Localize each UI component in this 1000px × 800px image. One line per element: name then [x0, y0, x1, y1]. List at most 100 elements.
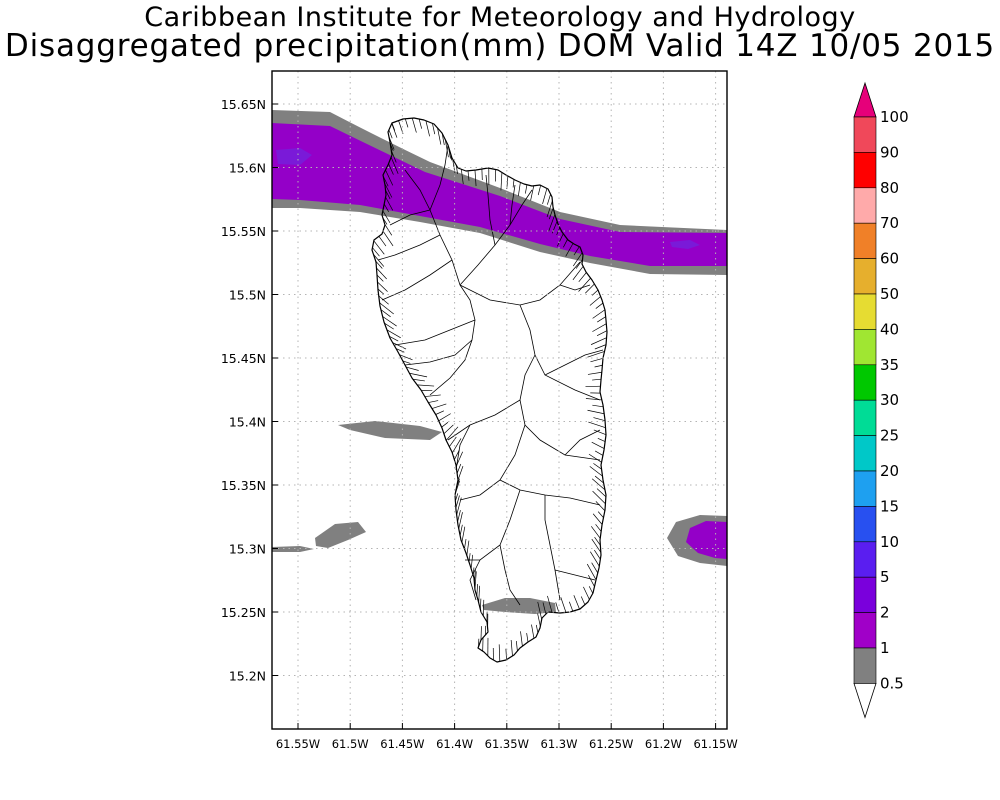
coastal-stream — [560, 597, 567, 613]
coastal-stream — [586, 563, 597, 580]
coastal-stream — [406, 366, 419, 371]
coastal-stream — [452, 438, 462, 454]
coastal-stream — [399, 354, 413, 361]
coastal-stream — [447, 145, 451, 159]
coastal-stream — [596, 488, 607, 498]
coastal-stream — [595, 524, 602, 532]
coastal-stream — [589, 296, 601, 306]
coastal-stream — [537, 613, 541, 627]
coastal-stream — [409, 372, 428, 378]
coastal-stream — [428, 400, 439, 403]
colorbar-label: 5 — [880, 568, 890, 586]
lat-tick-label: 15.35N — [221, 478, 266, 493]
coastal-stream — [530, 185, 535, 201]
coastal-stream — [593, 429, 607, 435]
map-subtitle: Disaggregated precipitation(mm) DOM Vali… — [4, 28, 996, 64]
coastal-stream — [460, 169, 464, 185]
coastal-stream — [437, 127, 442, 145]
coastal-stream — [476, 584, 478, 597]
coastal-stream — [441, 422, 449, 428]
coastal-stream — [510, 639, 513, 656]
coastal-stream — [590, 337, 607, 345]
colorbar-label: 10 — [880, 533, 899, 551]
coastal-stream — [454, 480, 460, 495]
coastal-stream — [390, 150, 397, 163]
coastal-stream — [391, 123, 398, 138]
lon-tick-label: 61.3W — [541, 737, 578, 751]
coastal-stream — [478, 585, 480, 603]
coastal-stream — [449, 436, 457, 447]
coastal-stream — [594, 344, 607, 350]
colorbar-label: 25 — [880, 427, 899, 445]
coastal-stream — [548, 207, 554, 220]
coastal-stream — [388, 129, 393, 139]
coastal-stream — [480, 626, 482, 641]
coastal-stream — [435, 410, 445, 415]
coastal-stream — [404, 118, 409, 128]
coastal-stream — [592, 378, 602, 381]
coastal-stream — [500, 172, 503, 191]
coastal-stream — [385, 190, 391, 200]
colorbar-segment — [853, 222, 877, 259]
colorbar-segment — [853, 187, 877, 224]
coastal-stream — [380, 309, 391, 318]
colorbar-segment — [853, 435, 877, 472]
coastal-stream — [589, 466, 603, 477]
coastal-stream — [375, 260, 383, 269]
precipitation-colorbar: 100 90 80 70 60 50 40 35 30 25 20 15 10 5 2 1 0.5 — [853, 81, 909, 719]
coastal-stream — [572, 252, 583, 267]
coastal-stream — [457, 510, 461, 522]
coastal-stream — [588, 453, 602, 463]
precip-cell-north-east — [670, 240, 700, 249]
coastal-stream — [425, 120, 430, 137]
colorbar-segment — [853, 152, 877, 189]
coastal-stream — [573, 246, 580, 256]
coastal-stream — [585, 283, 595, 294]
coastal-stream — [382, 316, 397, 327]
coastal-stream — [590, 357, 604, 363]
colorbar-segment — [853, 364, 877, 401]
coastal-stream — [412, 378, 425, 382]
map-title: Caribbean Institute for Meteorology and … — [144, 2, 856, 33]
coastal-stream — [472, 567, 475, 576]
coastal-stream — [443, 424, 454, 435]
colorbar-segment — [853, 541, 877, 578]
coastal-stream — [377, 281, 388, 292]
coastal-stream — [461, 526, 466, 543]
coastal-stream — [575, 259, 583, 269]
coastal-stream — [590, 551, 600, 567]
coastal-stream — [372, 247, 380, 257]
lat-tick-label: 15.45N — [221, 351, 266, 366]
coastal-stream — [595, 302, 604, 309]
coastal-stream — [418, 118, 423, 129]
coastal-stream — [389, 336, 399, 342]
coastal-stream — [392, 342, 407, 350]
coastal-stream — [382, 230, 394, 247]
coastal-stream — [474, 170, 477, 187]
coastal-stream — [535, 624, 539, 633]
coastal-stream — [591, 441, 605, 449]
coastal-stream — [378, 295, 389, 305]
coastal-stream — [580, 596, 586, 605]
precip-cell-north-west — [276, 148, 312, 165]
coastal-stream — [411, 118, 417, 133]
coastal-stream — [517, 182, 521, 197]
colorbar-label: 1 — [880, 639, 890, 657]
coastal-stream — [474, 571, 477, 590]
coastal-stream — [388, 163, 394, 175]
lat-tick-label: 15.6N — [229, 161, 266, 176]
coastal-stream — [563, 239, 568, 248]
colorbar-segment — [853, 258, 877, 295]
coastal-stream — [531, 624, 535, 639]
coastal-stream — [565, 243, 574, 257]
coastal-stream — [455, 493, 459, 502]
colorbar-segment — [853, 576, 877, 613]
colorbar-label: 60 — [880, 250, 899, 268]
coastal-stream — [592, 309, 606, 319]
colorbar-label: 20 — [880, 462, 899, 480]
colorbar-label: 0.5 — [880, 674, 904, 692]
lon-tick-label: 61.5W — [332, 737, 369, 751]
lat-tick-label: 15.65N — [221, 97, 266, 112]
coastal-stream — [596, 330, 608, 336]
